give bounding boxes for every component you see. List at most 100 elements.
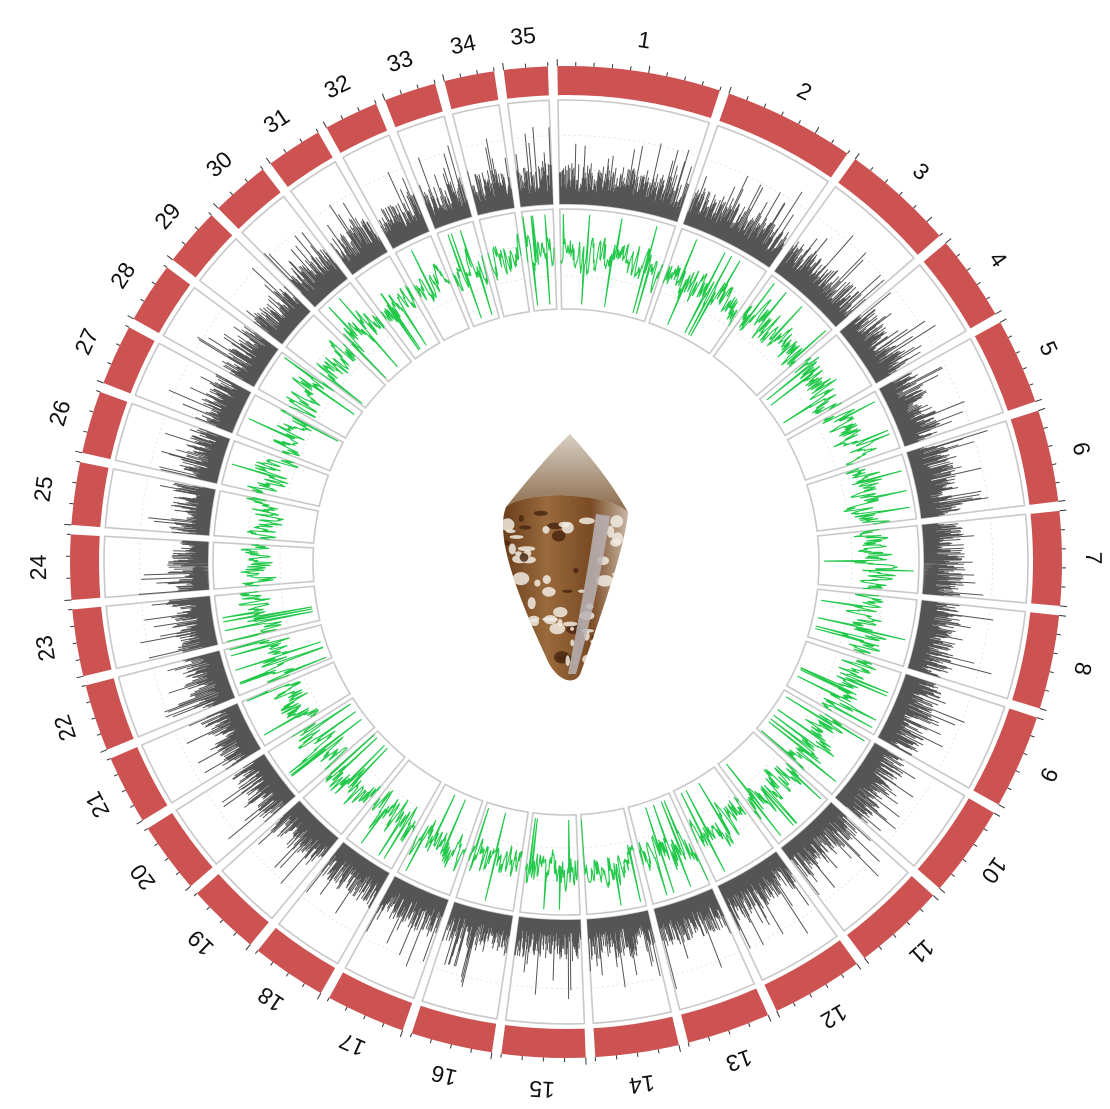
hist-track-panel — [653, 887, 756, 1011]
shell-spot — [570, 639, 575, 647]
ideogram-ticks-chr-15 — [500, 1053, 587, 1065]
shell-spot — [562, 589, 573, 593]
hist-bars-chr-11 — [781, 802, 880, 896]
hist-bars-chr-33 — [417, 145, 472, 229]
hist-gridline — [248, 846, 295, 892]
hist-gridline — [362, 936, 426, 966]
shell-spot — [562, 621, 578, 627]
hist-track-panel — [717, 850, 839, 982]
line-gridline — [529, 275, 556, 279]
chromosome-label: 22 — [48, 712, 81, 744]
ideogram-chr-14 — [593, 1016, 679, 1058]
hist-bars-chr-15 — [514, 916, 582, 1000]
hist-bars-chr-27 — [168, 373, 251, 433]
ideogram-chr-3 — [838, 159, 940, 255]
shell-spire — [506, 434, 628, 512]
line-gridline — [838, 592, 851, 647]
ideogram-ticks-chr-4 — [945, 238, 1002, 315]
hist-track-panel — [114, 402, 231, 485]
hist-bars-chr-17 — [365, 876, 449, 967]
shell-spot — [542, 526, 550, 534]
line-gridline — [476, 833, 524, 846]
hist-bars-chr-19 — [258, 801, 339, 884]
line-track-panel — [267, 696, 376, 794]
shell-spot — [514, 551, 522, 556]
shell-spot — [611, 572, 622, 577]
line-track-panel — [519, 811, 581, 916]
ideogram-chr-4 — [923, 243, 996, 329]
ideogram-chr-10 — [917, 798, 994, 889]
shell-spot — [502, 518, 515, 532]
shell-spot — [504, 576, 514, 580]
gc-line-chr-31 — [380, 285, 427, 351]
ideogram-ticks-chr-23 — [68, 609, 84, 679]
ideogram-ticks-chr-19 — [193, 893, 251, 951]
ideogram-chr-23 — [72, 606, 112, 677]
chromosome-label: 10 — [976, 853, 1012, 889]
shell-spot — [582, 654, 596, 665]
chromosome-label: 34 — [448, 29, 478, 60]
hist-gridline — [512, 135, 551, 140]
line-gridline — [843, 661, 870, 719]
hist-gridline — [433, 966, 503, 985]
ideogram-ticks-chr-35 — [502, 62, 549, 70]
line-track-panel — [455, 801, 530, 912]
chromosome-label: 14 — [627, 1070, 656, 1099]
line-track-panel — [302, 729, 407, 836]
gc-line-chr-5 — [822, 401, 890, 466]
line-gridline — [815, 651, 839, 703]
line-track-panel — [396, 783, 484, 897]
line-gridline — [582, 839, 632, 849]
hist-gridline — [173, 540, 176, 593]
line-gridline — [849, 532, 853, 588]
ideogram-ticks-chr-5 — [999, 318, 1043, 402]
line-gridline — [411, 266, 445, 284]
shell-spot — [599, 614, 610, 624]
hist-track-panel — [344, 875, 450, 1000]
ideogram-ticks-chr-22 — [81, 685, 108, 753]
hist-gridline — [971, 431, 990, 510]
hist-bars-chr-28 — [197, 326, 279, 387]
line-gridline — [815, 423, 838, 470]
hist-bars-chr-1 — [559, 143, 693, 222]
line-track-panel — [806, 588, 918, 668]
ideogram-ticks-chr-30 — [212, 165, 264, 209]
line-track-panel — [317, 281, 413, 383]
shell-spot — [613, 610, 622, 619]
hist-bars-chr-30 — [263, 232, 348, 307]
gc-line-chr-15 — [524, 818, 579, 910]
ideogram-chr-16 — [411, 1005, 497, 1053]
hist-bars-chr-35 — [515, 127, 554, 207]
shell-spot — [596, 575, 614, 587]
shell-spot — [519, 525, 532, 530]
shell-spot — [542, 575, 551, 584]
ideogram-ticks-chr-27 — [96, 324, 130, 384]
hist-gridline — [886, 777, 935, 844]
hist-bars-chr-18 — [306, 842, 390, 914]
line-track-panel — [354, 255, 441, 360]
chromosome-label: 23 — [30, 634, 60, 663]
hist-gridline — [989, 517, 994, 600]
line-gridline — [280, 504, 287, 541]
ideogram-chr-20 — [147, 812, 213, 887]
ideogram-chr-15 — [501, 1025, 586, 1058]
line-track-panel — [213, 585, 321, 645]
gc-line-chr-28 — [284, 357, 355, 418]
ideogram-chr-11 — [847, 875, 934, 959]
gc-line-chr-17 — [405, 794, 467, 872]
gc-line-chr-29 — [316, 340, 363, 405]
ideogram-ticks-chr-17 — [326, 997, 404, 1038]
hist-gridline — [376, 199, 416, 219]
line-track-panel — [257, 351, 364, 440]
ideogram-chr-25 — [71, 462, 109, 528]
line-track-panel — [580, 807, 648, 916]
chromosome-label: 17 — [335, 1028, 369, 1062]
line-track-panel — [436, 220, 501, 328]
chromosome-label: 2 — [793, 77, 816, 106]
chromosome-label: 28 — [105, 257, 141, 293]
hist-track-panel — [134, 342, 252, 434]
gc-line-chr-34 — [487, 233, 522, 281]
hist-gridline — [311, 191, 354, 220]
line-track-panel — [805, 453, 918, 532]
shell-spot — [553, 607, 568, 618]
